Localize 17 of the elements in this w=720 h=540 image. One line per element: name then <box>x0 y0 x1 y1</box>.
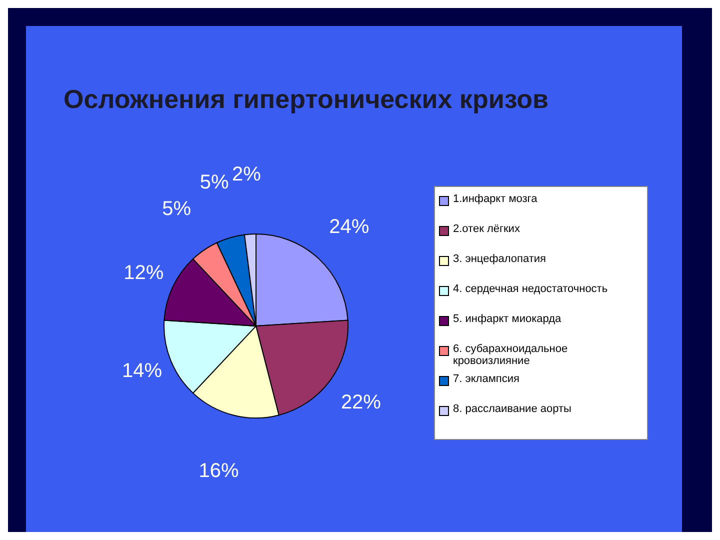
data-label: 5% <box>162 198 192 220</box>
data-label: 12% <box>124 262 164 284</box>
legend-label: 4. сердечная недостаточность <box>453 283 608 295</box>
data-label: 2% <box>232 163 262 186</box>
legend-label: 5. инфаркт миокарда <box>453 313 562 325</box>
data-label: 22% <box>340 391 382 414</box>
data-label: 24% <box>329 216 370 238</box>
legend-label: 1.инфаркт мозга <box>453 193 538 205</box>
legend-label: 3. энцефалопатия <box>453 253 546 265</box>
legend-label: 6. субарахноидальное кровоизлияние <box>453 343 569 367</box>
legend-label: 2.отек лёгких <box>453 223 520 235</box>
data-label: 14% <box>122 360 162 382</box>
legend-label: 8. расслаивание аорты <box>453 403 572 415</box>
chart-title: Осложнения гипертонических кризов <box>62 84 550 115</box>
legend-label: 7. эклампсия <box>453 373 520 385</box>
data-label: 16% <box>198 460 239 482</box>
data-label: 5% <box>200 172 229 194</box>
